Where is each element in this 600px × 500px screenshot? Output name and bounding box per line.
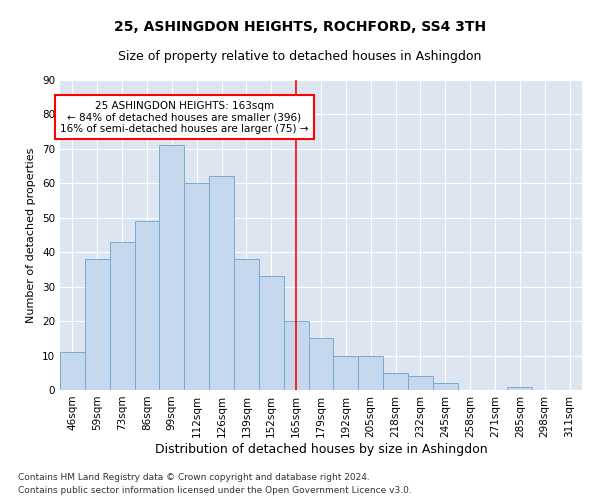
Bar [433,383,458,390]
Text: 25, ASHINGDON HEIGHTS, ROCHFORD, SS4 3TH: 25, ASHINGDON HEIGHTS, ROCHFORD, SS4 3TH [114,20,486,34]
Bar [408,376,433,390]
Bar [60,352,85,390]
Bar [358,356,383,390]
Bar [85,259,110,390]
Bar [110,242,134,390]
Text: 25 ASHINGDON HEIGHTS: 163sqm
← 84% of detached houses are smaller (396)
16% of s: 25 ASHINGDON HEIGHTS: 163sqm ← 84% of de… [60,100,308,134]
Bar [383,373,408,390]
Bar [209,176,234,390]
X-axis label: Distribution of detached houses by size in Ashingdon: Distribution of detached houses by size … [155,442,487,456]
Bar [160,146,184,390]
Bar [334,356,358,390]
Text: Contains public sector information licensed under the Open Government Licence v3: Contains public sector information licen… [18,486,412,495]
Bar [184,184,209,390]
Bar [234,259,259,390]
Bar [134,221,160,390]
Bar [259,276,284,390]
Bar [508,386,532,390]
Bar [308,338,334,390]
Y-axis label: Number of detached properties: Number of detached properties [26,148,37,322]
Bar [284,321,308,390]
Text: Contains HM Land Registry data © Crown copyright and database right 2024.: Contains HM Land Registry data © Crown c… [18,474,370,482]
Text: Size of property relative to detached houses in Ashingdon: Size of property relative to detached ho… [118,50,482,63]
